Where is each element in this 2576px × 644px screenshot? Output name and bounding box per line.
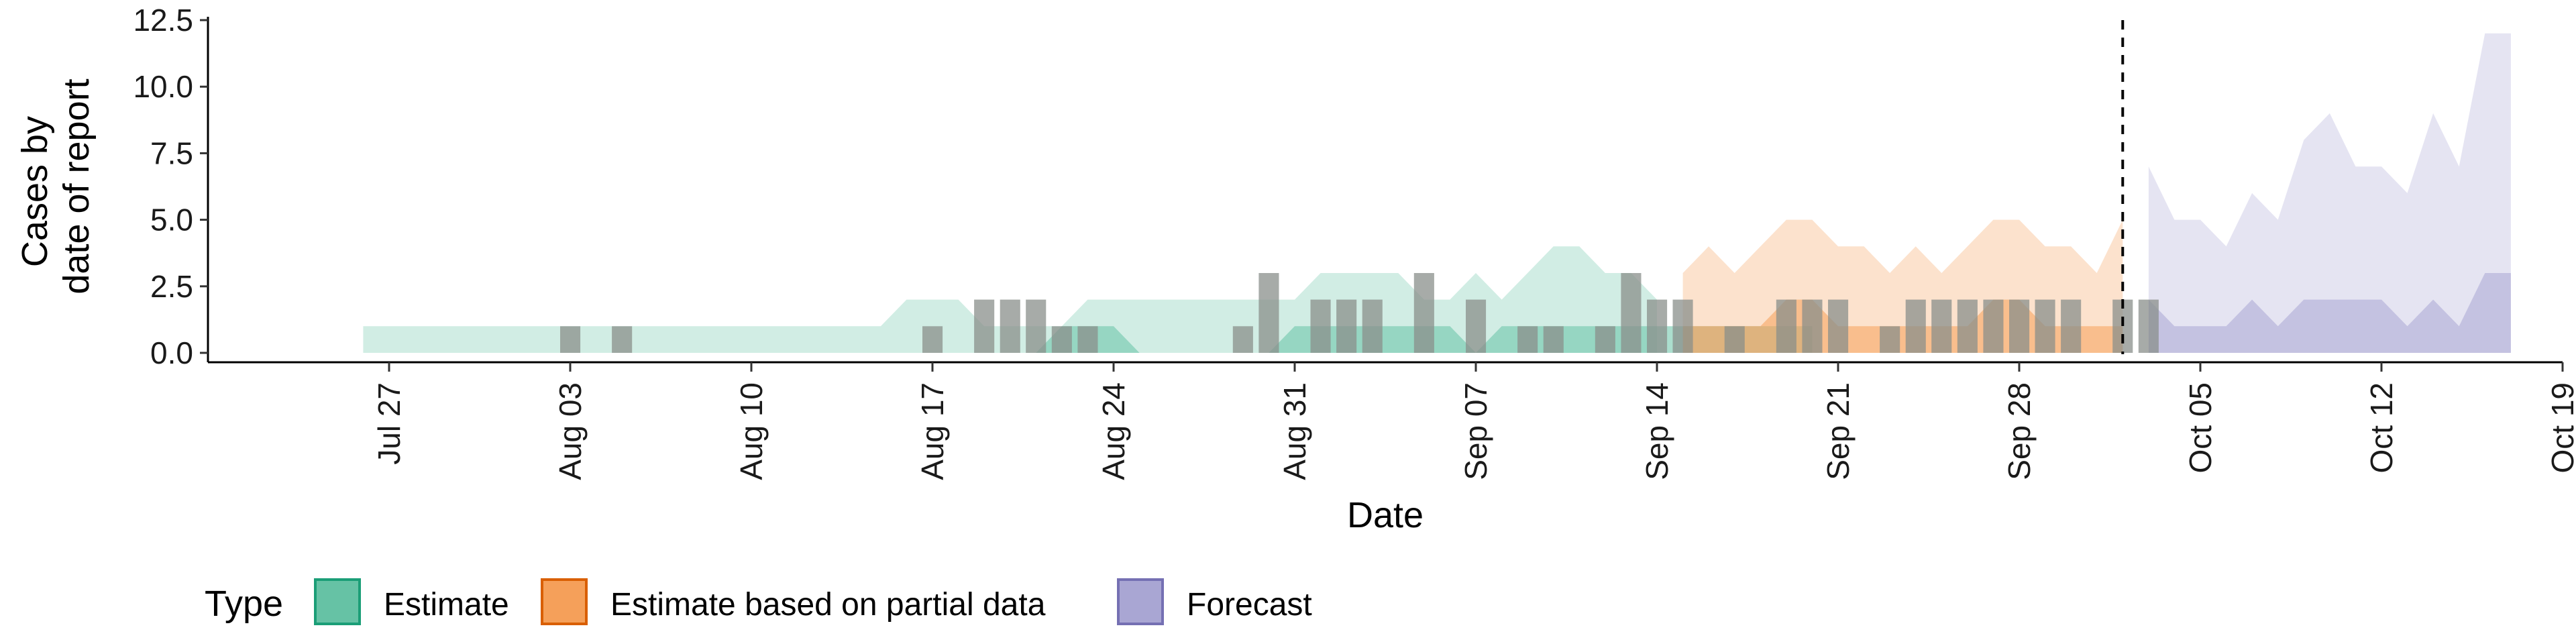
bar-2020-09-10 [1543, 326, 1564, 353]
bar-2020-09-02 [1336, 299, 1357, 353]
bar-2020-08-17 [922, 326, 943, 353]
x-tick-label-2020-08-10: Aug 10 [734, 382, 769, 480]
x-tick-label-2020-10-19: Oct 19 [2545, 382, 2576, 474]
y-tick-label-7.5: 7.5 [150, 136, 193, 170]
bar-2020-08-21 [1026, 299, 1046, 353]
x-tick-label-2020-09-28: Sep 28 [2002, 382, 2037, 480]
case-bars [560, 273, 2159, 353]
band-outer-forecast [2148, 33, 2511, 354]
legend-swatch-estimate [314, 578, 361, 625]
bar-2020-08-20 [1000, 299, 1020, 353]
x-tick-label-2020-10-12: Oct 12 [2364, 382, 2399, 474]
legend-label-forecast: Forecast [1187, 587, 1312, 623]
x-tick-label-2020-09-07: Sep 07 [1458, 382, 1493, 480]
bar-2020-08-22 [1051, 326, 1072, 353]
x-axis-title: Date [1347, 495, 1424, 535]
x-axis-ticks: Jul 27 Aug 03 Aug 10 Aug 17 Aug 24 Aug 31 Sep … [372, 362, 2576, 480]
y-axis-title-line-2: date of report [56, 78, 97, 294]
bar-2020-08-23 [1077, 326, 1098, 353]
bar-2020-08-29 [1232, 326, 1253, 353]
y-axis-title: Cases by date of report [15, 78, 97, 294]
axes: 0.0 2.5 5.0 7.5 10.0 12.5 Jul 27 Aug 03 Aug 10 A… [133, 3, 2576, 480]
bar-2020-09-23 [1880, 326, 1900, 353]
legend-swatch-estimate-based-on-partial-data [541, 578, 588, 625]
bar-2020-09-28 [2009, 299, 2030, 353]
x-tick-label-2020-08-17: Aug 17 [915, 382, 950, 480]
y-tick-label-2.5: 2.5 [150, 269, 193, 304]
y-tick-label-10.0: 10.0 [133, 69, 193, 104]
bar-2020-09-15 [1672, 299, 1693, 353]
legend: Type Estimate Estimate based on partial d… [205, 578, 1312, 625]
legend-swatch-forecast [1117, 578, 1164, 625]
y-tick-label-0.0: 0.0 [150, 335, 193, 370]
y-axis-ticks: 0.0 2.5 5.0 7.5 10.0 12.5 [133, 3, 208, 370]
x-tick-label-2020-09-21: Sep 21 [1821, 382, 1856, 480]
bar-2020-10-03 [2138, 299, 2159, 353]
bar-2020-08-30 [1258, 273, 1279, 353]
bar-2020-09-07 [1466, 299, 1487, 353]
legend-label-estimate-based-on-partial-data: Estimate based on partial data [610, 587, 1046, 623]
x-tick-label-2020-07-27: Jul 27 [372, 382, 407, 465]
bar-2020-09-09 [1517, 326, 1538, 353]
bar-2020-08-03 [560, 326, 581, 353]
bar-2020-09-05 [1413, 273, 1434, 353]
y-tick-label-12.5: 12.5 [133, 3, 193, 38]
bar-2020-09-29 [2035, 299, 2055, 353]
bar-2020-09-19 [1776, 299, 1796, 353]
bar-2020-09-14 [1647, 299, 1668, 353]
legend-items: Estimate Estimate based on partial data Fo… [314, 578, 1312, 625]
bar-2020-09-01 [1310, 299, 1331, 353]
y-axis-title-line-1: Cases by [15, 116, 55, 267]
legend-title: Type [205, 584, 283, 624]
legend-label-estimate: Estimate [384, 587, 509, 623]
x-tick-label-2020-09-14: Sep 14 [1640, 382, 1674, 480]
bar-2020-09-20 [1802, 299, 1823, 353]
bar-2020-08-19 [974, 299, 995, 353]
bar-2020-09-26 [1957, 299, 1978, 353]
bar-2020-09-25 [1931, 299, 1952, 353]
bar-2020-09-30 [2061, 299, 2082, 353]
bar-2020-08-05 [612, 326, 633, 353]
bar-2020-09-12 [1595, 326, 1615, 353]
y-tick-label-5.0: 5.0 [150, 203, 193, 237]
x-tick-label-2020-08-03: Aug 03 [553, 382, 588, 480]
bar-2020-09-21 [1828, 299, 1849, 353]
x-tick-label-2020-10-05: Oct 05 [2183, 382, 2218, 474]
bar-2020-09-03 [1362, 299, 1383, 353]
bar-2020-09-13 [1621, 273, 1642, 353]
x-tick-label-2020-08-24: Aug 24 [1096, 382, 1131, 480]
bar-2020-09-17 [1724, 326, 1745, 353]
ribbon-bands [363, 33, 2511, 354]
band-inner-forecast [2148, 273, 2511, 353]
bar-2020-09-24 [1905, 299, 1926, 353]
bar-2020-09-27 [1983, 299, 2004, 353]
x-tick-label-2020-08-31: Aug 31 [1277, 382, 1312, 480]
